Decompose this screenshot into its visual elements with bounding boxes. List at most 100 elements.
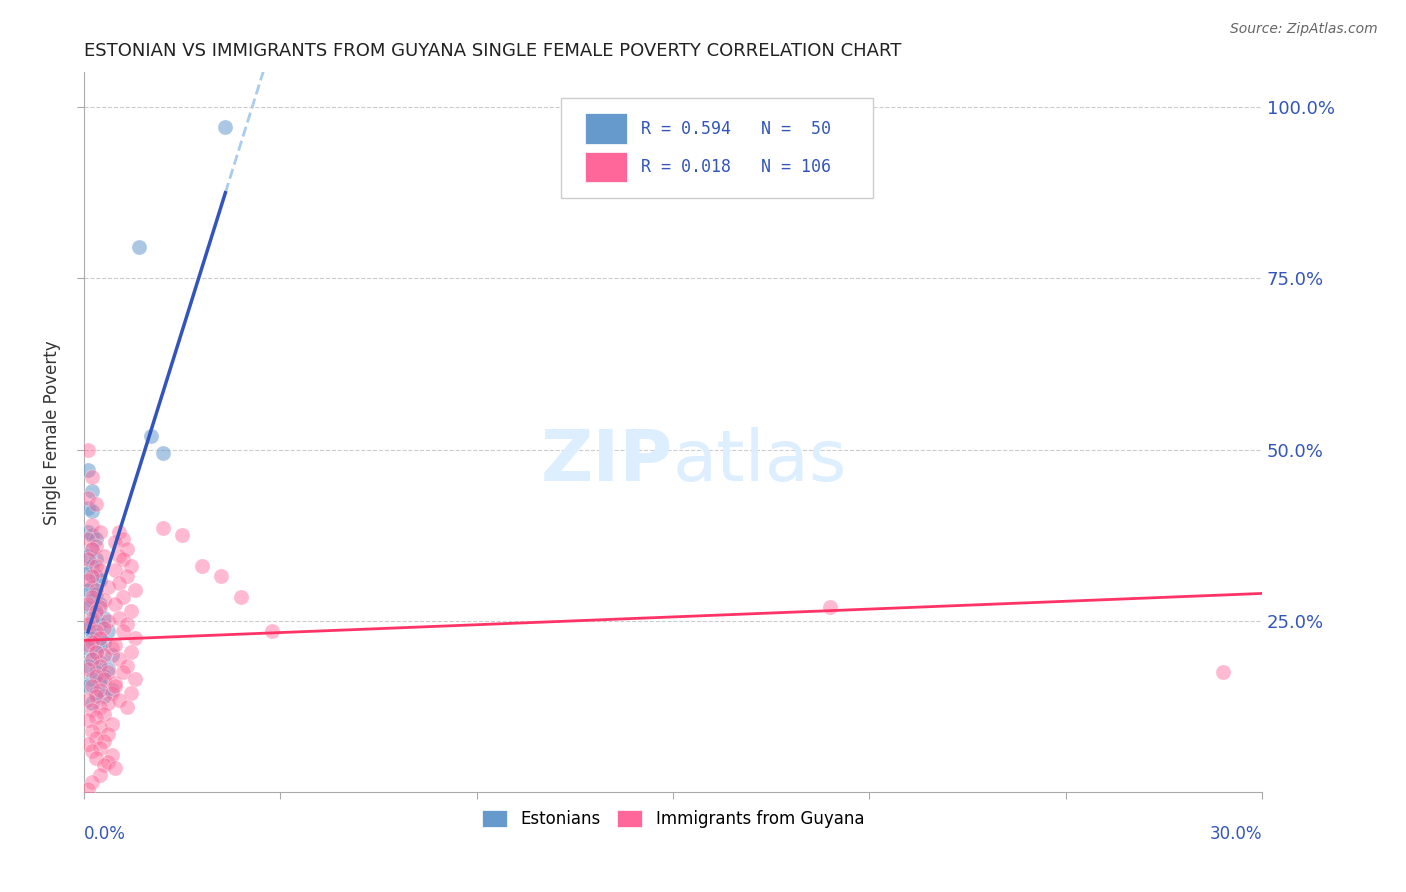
Point bbox=[77, 552, 100, 566]
Point bbox=[80, 483, 103, 498]
Point bbox=[89, 524, 111, 539]
Point bbox=[84, 552, 107, 566]
Point bbox=[80, 703, 103, 717]
Point bbox=[80, 673, 103, 687]
Point bbox=[77, 532, 100, 546]
Point bbox=[93, 634, 115, 648]
Point bbox=[89, 573, 111, 587]
Point bbox=[100, 682, 122, 697]
Point bbox=[93, 690, 115, 704]
Point bbox=[172, 528, 194, 542]
Point bbox=[84, 583, 107, 598]
Point bbox=[80, 614, 103, 628]
Point bbox=[89, 638, 111, 652]
Point bbox=[112, 590, 135, 604]
Point bbox=[80, 634, 103, 648]
Point bbox=[229, 590, 252, 604]
Point bbox=[93, 673, 115, 687]
Point bbox=[108, 610, 131, 624]
Point bbox=[84, 628, 107, 642]
Point bbox=[115, 658, 138, 673]
Point bbox=[104, 638, 127, 652]
Text: R = 0.018   N = 106: R = 0.018 N = 106 bbox=[641, 158, 831, 176]
Point bbox=[100, 648, 122, 663]
Point bbox=[84, 569, 107, 583]
Point bbox=[84, 645, 107, 659]
Point bbox=[100, 641, 122, 656]
Point bbox=[104, 563, 127, 577]
Point bbox=[89, 617, 111, 632]
Point bbox=[77, 463, 100, 477]
Point bbox=[84, 686, 107, 700]
Point bbox=[84, 624, 107, 639]
Point bbox=[115, 541, 138, 556]
Point bbox=[77, 662, 100, 676]
Point bbox=[818, 600, 841, 615]
Point bbox=[89, 563, 111, 577]
Point bbox=[77, 549, 100, 563]
Point bbox=[112, 552, 135, 566]
Point bbox=[120, 645, 142, 659]
Point bbox=[77, 621, 100, 635]
Point bbox=[80, 775, 103, 789]
Point bbox=[80, 541, 103, 556]
Point bbox=[80, 679, 103, 693]
Point bbox=[97, 580, 120, 594]
Point bbox=[77, 442, 100, 457]
Point bbox=[80, 696, 103, 710]
Legend: Estonians, Immigrants from Guyana: Estonians, Immigrants from Guyana bbox=[475, 803, 870, 835]
Point bbox=[128, 240, 150, 254]
Point bbox=[77, 641, 100, 656]
Point bbox=[97, 755, 120, 769]
Point bbox=[80, 651, 103, 665]
Point bbox=[120, 559, 142, 574]
Point bbox=[84, 669, 107, 683]
Point bbox=[77, 524, 100, 539]
Point bbox=[77, 693, 100, 707]
Text: atlas: atlas bbox=[673, 426, 848, 496]
Y-axis label: Single Female Poverty: Single Female Poverty bbox=[44, 340, 60, 524]
Point bbox=[93, 669, 115, 683]
Point bbox=[77, 738, 100, 752]
Point bbox=[89, 675, 111, 690]
Point bbox=[97, 662, 120, 676]
Point bbox=[97, 696, 120, 710]
Point bbox=[77, 566, 100, 580]
Point bbox=[80, 744, 103, 758]
Point bbox=[100, 716, 122, 731]
Point bbox=[77, 583, 100, 598]
Point bbox=[152, 521, 174, 535]
Point bbox=[77, 500, 100, 515]
Point bbox=[84, 690, 107, 704]
Point bbox=[262, 624, 284, 639]
Point bbox=[214, 120, 236, 135]
Point bbox=[108, 576, 131, 591]
Text: ZIP: ZIP bbox=[541, 426, 673, 496]
Point bbox=[124, 631, 146, 645]
Point bbox=[124, 673, 146, 687]
Point bbox=[89, 655, 111, 669]
Point bbox=[89, 768, 111, 782]
Point bbox=[112, 665, 135, 680]
Point bbox=[104, 679, 127, 693]
Point bbox=[84, 539, 107, 553]
Point bbox=[115, 617, 138, 632]
Point bbox=[120, 686, 142, 700]
Point bbox=[84, 497, 107, 511]
Text: ESTONIAN VS IMMIGRANTS FROM GUYANA SINGLE FEMALE POVERTY CORRELATION CHART: ESTONIAN VS IMMIGRANTS FROM GUYANA SINGL… bbox=[84, 42, 901, 60]
Point bbox=[84, 665, 107, 680]
Point bbox=[77, 658, 100, 673]
Point bbox=[89, 699, 111, 714]
Point bbox=[120, 604, 142, 618]
Point bbox=[108, 693, 131, 707]
Point bbox=[100, 747, 122, 762]
Point bbox=[80, 631, 103, 645]
Text: 0.0%: 0.0% bbox=[84, 825, 127, 843]
Point bbox=[77, 782, 100, 797]
Point bbox=[93, 734, 115, 748]
Point bbox=[84, 607, 107, 621]
Point bbox=[80, 559, 103, 574]
Point bbox=[104, 535, 127, 549]
Point bbox=[89, 631, 111, 645]
Point bbox=[108, 549, 131, 563]
